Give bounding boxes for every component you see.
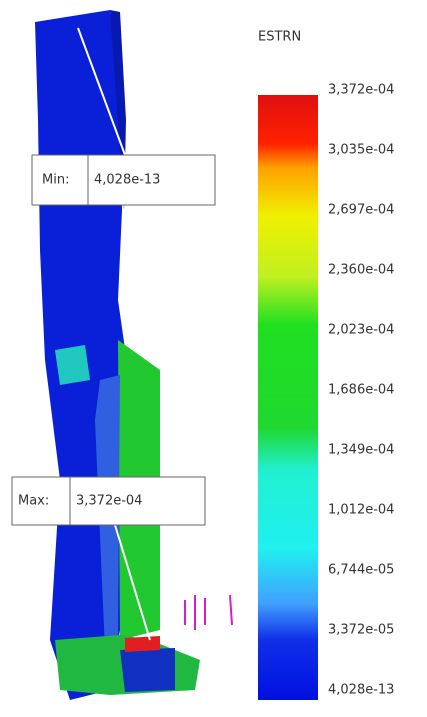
model — [35, 10, 232, 700]
legend-tick-label: 3,372e-04 — [328, 83, 394, 98]
legend-tick-label: 2,360e-04 — [328, 263, 394, 278]
legend-tick-label: 4,028e-13 — [328, 683, 394, 698]
legend-tick-label: 3,372e-05 — [328, 623, 394, 638]
min-value: 4,028e-13 — [94, 173, 160, 188]
legend-tick-label: 1,012e-04 — [328, 503, 394, 518]
legend-tick-label: 3,035e-04 — [328, 143, 394, 158]
legend-title: ESTRN — [258, 30, 301, 45]
color-bar — [258, 95, 318, 700]
legend-tick-label: 1,686e-04 — [328, 383, 394, 398]
legend-tick-label: 1,349e-04 — [328, 443, 394, 458]
max-label: Max: — [18, 494, 49, 509]
min-label: Min: — [42, 173, 69, 188]
legend-tick-label: 2,697e-04 — [328, 203, 394, 218]
fea-result-view: Min: 4,028e-13 Max: 3,372e-04 ESTRN 3,37… — [0, 0, 427, 713]
legend-tick-label: 6,744e-05 — [328, 563, 394, 578]
max-value: 3,372e-04 — [76, 494, 142, 509]
legend-tick-label: 2,023e-04 — [328, 323, 394, 338]
